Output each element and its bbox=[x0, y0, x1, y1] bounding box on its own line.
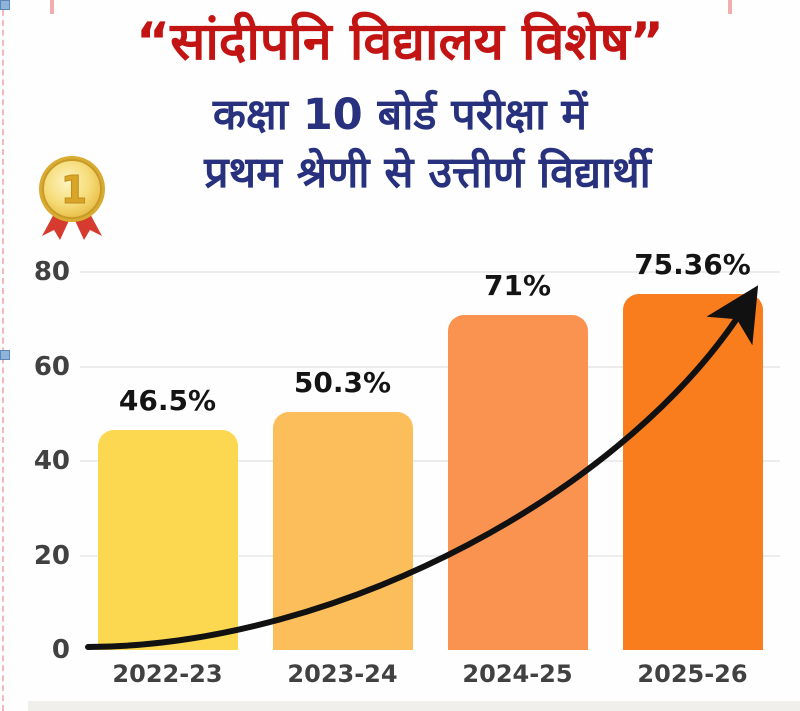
y-axis-tick-20: 20 bbox=[33, 540, 70, 571]
y-axis-tick-80: 80 bbox=[33, 257, 70, 287]
bottom-edge-strip bbox=[28, 701, 800, 711]
gridline-y-80 bbox=[80, 271, 780, 273]
dashed-border-fragment bbox=[50, 0, 54, 14]
y-axis-tick-40: 40 bbox=[33, 446, 70, 476]
page-title: “सांदीपनि विद्यालय विशेष” bbox=[136, 12, 664, 72]
bar-2025-26 bbox=[622, 293, 763, 650]
bar-value-label-2023-24: 50.3% bbox=[293, 366, 392, 400]
bar-2024-25 bbox=[447, 314, 588, 650]
bar-value-label-2025-26: 75.36% bbox=[634, 247, 751, 281]
x-axis-tick-2022-23: 2022-23 bbox=[112, 660, 223, 688]
bar-2022-23 bbox=[97, 430, 238, 650]
selection-handle-top-left[interactable] bbox=[0, 0, 10, 10]
subtitle-line-1: कक्षा 10 बोर्ड परीक्षा में bbox=[212, 90, 588, 140]
bar-2023-24 bbox=[272, 412, 413, 650]
x-axis-tick-2024-25: 2024-25 bbox=[462, 660, 573, 688]
medal-first-place-icon: 1 bbox=[39, 156, 105, 240]
y-axis-tick-60: 60 bbox=[33, 351, 70, 382]
dashed-border-fragment bbox=[728, 0, 732, 14]
bar-value-label-2024-25: 71% bbox=[483, 268, 552, 302]
y-axis-tick-0: 0 bbox=[51, 635, 70, 665]
x-axis-tick-2025-26: 2025-26 bbox=[637, 660, 748, 688]
selection-handle-mid-left[interactable] bbox=[0, 350, 10, 360]
x-axis-tick-2023-24: 2023-24 bbox=[287, 660, 398, 688]
medal-number: 1 bbox=[61, 168, 87, 212]
subtitle-line-2: प्रथम श्रेणी से उत्तीर्ण विद्यार्थी bbox=[204, 148, 651, 198]
